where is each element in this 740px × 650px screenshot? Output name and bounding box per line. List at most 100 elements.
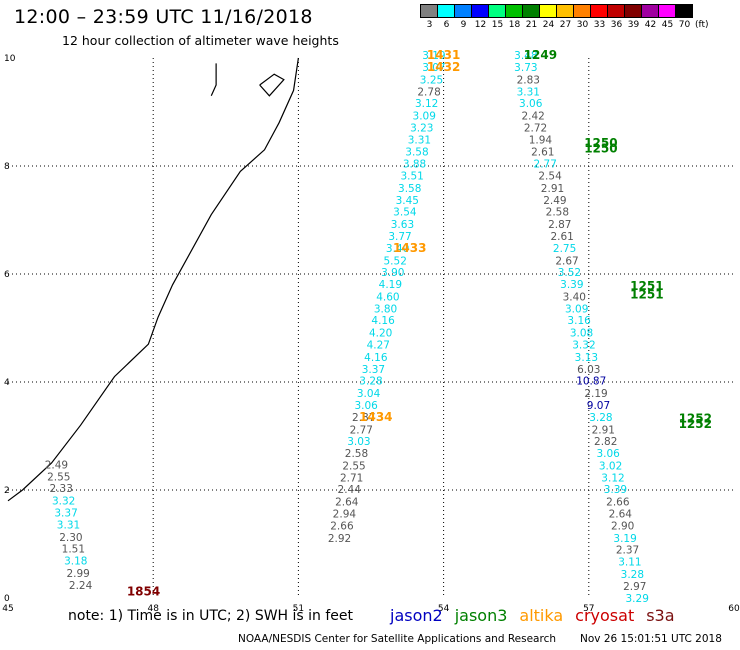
wave-height-label: 3.80 bbox=[374, 303, 397, 315]
color-scale-label: 39 bbox=[627, 20, 640, 30]
wave-height-label: 3.90 bbox=[381, 267, 404, 279]
color-scale-label: 30 bbox=[576, 20, 589, 30]
note-text: note: 1) Time is in UTC; 2) SWH is in fe… bbox=[68, 608, 354, 624]
wave-height-label: 2.77 bbox=[534, 159, 557, 171]
wave-height-label: 3.12 bbox=[415, 98, 438, 110]
wave-height-label: 1.51 bbox=[62, 544, 85, 556]
wave-height-label: 4.16 bbox=[364, 352, 388, 364]
wave-height-label: 9.07 bbox=[587, 400, 610, 412]
wave-height-label: 3.23 bbox=[410, 122, 433, 134]
wave-height-label: 2.71 bbox=[340, 472, 363, 484]
wave-height-label: 3.07 bbox=[422, 62, 445, 74]
pass-time-label: 1432 bbox=[427, 60, 460, 74]
wave-height-label: 3.04 bbox=[357, 388, 381, 400]
pass-time-label: 1431 bbox=[427, 48, 460, 62]
color-scale-label: 42 bbox=[644, 20, 657, 30]
satellite-legend-jason3: jason3 bbox=[454, 606, 508, 625]
wave-height-label: 2.77 bbox=[350, 424, 373, 436]
wave-height-label: 3.06 bbox=[354, 400, 378, 412]
wave-height-label: 2.75 bbox=[553, 243, 576, 255]
wave-height-label: 3.32 bbox=[572, 340, 595, 352]
wave-height-label: 3.06 bbox=[596, 448, 620, 460]
wave-height-label: 2.91 bbox=[541, 183, 564, 195]
y-tick-label: 6 bbox=[4, 270, 10, 280]
color-scale-label: 24 bbox=[542, 20, 555, 30]
wave-height-label: 2.61 bbox=[550, 231, 573, 243]
wave-height-label: 3.03 bbox=[347, 436, 370, 448]
wave-height-label: 2.37 bbox=[616, 545, 639, 557]
wave-height-label: 2.91 bbox=[592, 424, 615, 436]
satellite-legend-s3a: s3a bbox=[646, 606, 675, 625]
wave-height-label: 2.87 bbox=[548, 219, 571, 231]
wave-height-label: 2.24 bbox=[69, 580, 93, 592]
wave-height-label: 2.58 bbox=[546, 207, 569, 219]
wave-height-label: 2.44 bbox=[338, 484, 362, 496]
wave-height-label: 4.20 bbox=[369, 328, 392, 340]
wave-height-label: 2.42 bbox=[521, 111, 544, 123]
wave-height-label: 2.78 bbox=[417, 86, 440, 98]
wave-height-label: 2.66 bbox=[330, 520, 354, 532]
wave-height-label: 3.11 bbox=[618, 557, 641, 569]
pass-time-label: 1249 bbox=[524, 48, 557, 62]
wave-height-label: 2.87 bbox=[352, 412, 375, 424]
color-scale-label: 12 bbox=[474, 20, 487, 30]
satellite-legend-cryosat: cryosat bbox=[575, 606, 635, 625]
wave-height-label: 5.52 bbox=[384, 255, 407, 267]
wave-height-label: 3.12 bbox=[601, 472, 624, 484]
wave-height-label: 10.87 bbox=[576, 376, 606, 388]
pass-time-label: 1433 bbox=[393, 241, 426, 255]
wave-height-label: 3.58 bbox=[398, 183, 421, 195]
wave-height-label: 3.09 bbox=[413, 111, 436, 123]
coastline bbox=[7, 57, 299, 502]
wave-height-label: 3.28 bbox=[621, 569, 644, 581]
wave-height-label: 2.55 bbox=[47, 471, 70, 483]
color-scale-swatches bbox=[420, 4, 709, 18]
wave-height-label: 3.48 bbox=[514, 50, 537, 62]
wave-height-label: 3.51 bbox=[400, 171, 423, 183]
wave-height-label: 3.39 bbox=[560, 279, 583, 291]
wave-height-label: 3.52 bbox=[558, 267, 581, 279]
wave-height-label: 2.83 bbox=[517, 74, 540, 86]
wave-height-label: 2.58 bbox=[345, 448, 368, 460]
color-scale-unit: (ft) bbox=[695, 20, 709, 30]
wave-height-label: 2.99 bbox=[66, 568, 89, 580]
color-scale-label: 70 bbox=[678, 20, 691, 30]
pass-time-label: 1250 bbox=[584, 142, 617, 156]
color-scale-label: 9 bbox=[460, 20, 467, 30]
wave-height-label: 3.19 bbox=[613, 533, 636, 545]
y-tick-label: 4 bbox=[4, 378, 10, 388]
color-scale-label: 18 bbox=[508, 20, 521, 30]
y-tick-label: 8 bbox=[4, 162, 10, 172]
wave-height-label: 2.92 bbox=[328, 533, 351, 545]
island-outline bbox=[259, 73, 285, 97]
wave-height-label: 2.54 bbox=[538, 171, 562, 183]
color-scale-label: 21 bbox=[525, 20, 538, 30]
wave-height-label: 2.33 bbox=[50, 483, 73, 495]
island-outline bbox=[210, 63, 217, 97]
wave-height-label: 2.64 bbox=[335, 497, 359, 509]
wave-height-label: 3.08 bbox=[570, 328, 593, 340]
chart-title: 12:00 – 23:59 UTC 11/16/2018 bbox=[14, 6, 313, 28]
wave-height-label: 4.16 bbox=[371, 315, 395, 327]
x-tick-label: 57 bbox=[583, 604, 594, 614]
wave-height-label: 3.88 bbox=[403, 159, 426, 171]
x-tick-label: 45 bbox=[2, 604, 13, 614]
wave-height-label: 2.30 bbox=[59, 532, 82, 544]
pass-time-label: 1250 bbox=[584, 136, 617, 150]
wave-height-label: 2.67 bbox=[555, 255, 578, 267]
x-tick-label: 51 bbox=[293, 604, 304, 614]
wave-height-label: 6.03 bbox=[577, 364, 600, 376]
wave-height-label: 3.37 bbox=[362, 364, 385, 376]
wave-height-label: 4.19 bbox=[379, 279, 402, 291]
wave-height-label: 2.64 bbox=[609, 509, 633, 521]
wave-height-label: 1.94 bbox=[529, 134, 553, 146]
wave-height-label: 3.09 bbox=[565, 303, 588, 315]
wave-height-label: 3.25 bbox=[420, 74, 443, 86]
wave-height-label: 3.28 bbox=[359, 376, 382, 388]
wave-height-label: 3.39 bbox=[604, 484, 627, 496]
wave-height-label: 2.61 bbox=[531, 147, 554, 159]
pass-time-label: 1251 bbox=[630, 287, 663, 301]
color-scale-label: 27 bbox=[559, 20, 572, 30]
wave-height-label: 3.29 bbox=[626, 593, 649, 605]
wave-height-label: 3.13 bbox=[575, 352, 598, 364]
